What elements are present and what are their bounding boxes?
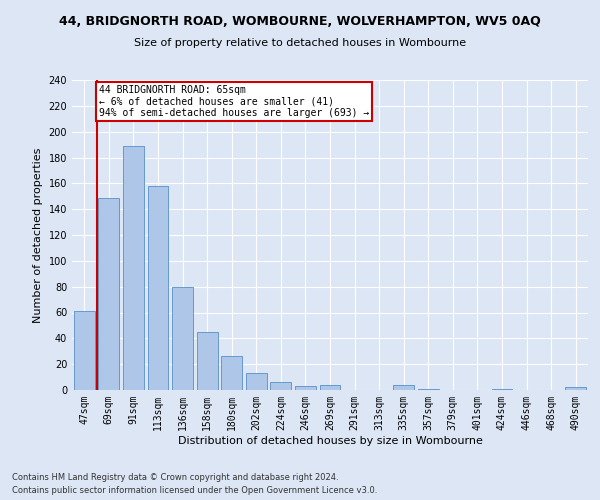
Bar [271,382,292,390]
Bar [393,385,414,390]
Bar [123,146,144,390]
Bar [565,388,586,390]
Text: Contains public sector information licensed under the Open Government Licence v3: Contains public sector information licen… [12,486,377,495]
Text: Contains HM Land Registry data © Crown copyright and database right 2024.: Contains HM Land Registry data © Crown c… [12,474,338,482]
Bar [197,332,218,390]
Bar [148,186,169,390]
Bar [98,198,119,390]
Bar [246,373,267,390]
Bar [418,388,439,390]
Bar [172,286,193,390]
X-axis label: Distribution of detached houses by size in Wombourne: Distribution of detached houses by size … [178,436,482,446]
Text: 44 BRIDGNORTH ROAD: 65sqm
← 6% of detached houses are smaller (41)
94% of semi-d: 44 BRIDGNORTH ROAD: 65sqm ← 6% of detach… [99,85,369,118]
Text: 44, BRIDGNORTH ROAD, WOMBOURNE, WOLVERHAMPTON, WV5 0AQ: 44, BRIDGNORTH ROAD, WOMBOURNE, WOLVERHA… [59,15,541,28]
Y-axis label: Number of detached properties: Number of detached properties [33,148,43,322]
Bar [491,388,512,390]
Bar [221,356,242,390]
Bar [320,385,340,390]
Bar [74,311,95,390]
Text: Size of property relative to detached houses in Wombourne: Size of property relative to detached ho… [134,38,466,48]
Bar [295,386,316,390]
